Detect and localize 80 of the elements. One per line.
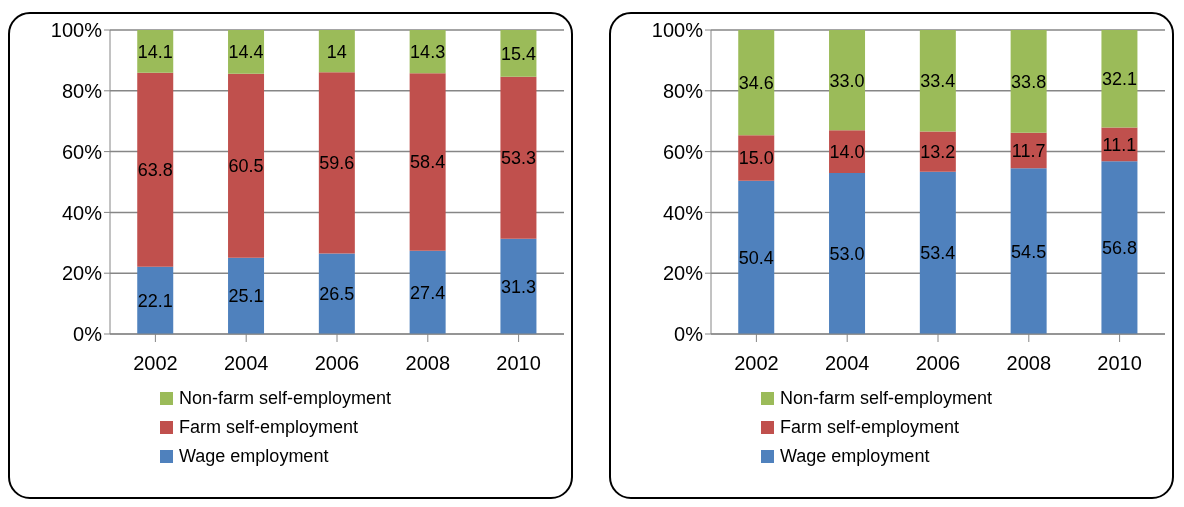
data-label: 34.6 <box>738 72 774 93</box>
data-label: 33.8 <box>1011 71 1047 92</box>
data-label: 63.8 <box>137 160 173 181</box>
data-label: 11.1 <box>1102 134 1137 155</box>
bar <box>919 30 956 132</box>
bar <box>318 72 355 254</box>
data-label: 53.0 <box>829 243 865 264</box>
x-tick-label: 2010 <box>1097 352 1142 375</box>
y-tick-label: 20% <box>662 262 704 285</box>
bar <box>228 73 265 258</box>
x-tick-label: 2006 <box>915 352 961 375</box>
y-tick-label: 80% <box>662 79 704 102</box>
data-label: 33.4 <box>920 71 956 92</box>
data-label: 14.4 <box>228 42 264 63</box>
data-label: 31.3 <box>500 276 536 297</box>
data-label: 11.7 <box>1011 140 1046 161</box>
legend-label: Farm self-employment <box>780 416 960 439</box>
y-tick-label: 80% <box>61 79 103 102</box>
bar <box>1010 168 1047 334</box>
bar <box>137 72 174 267</box>
data-label: 53.3 <box>500 148 536 169</box>
data-label: 14.0 <box>829 141 865 162</box>
data-label: 25.1 <box>228 286 264 307</box>
data-label: 53.4 <box>920 243 956 264</box>
bar <box>500 76 537 239</box>
data-label: 54.5 <box>1011 241 1047 262</box>
x-tick-label: 2002 <box>133 352 178 375</box>
data-label: 56.8 <box>1101 238 1137 259</box>
y-tick-label: 100% <box>50 19 103 42</box>
legend-label: Non-farm self-employment <box>179 387 392 410</box>
legend-label: Wage employment <box>179 445 329 468</box>
bar <box>409 73 446 251</box>
x-tick-label: 2008 <box>405 352 451 375</box>
x-tick-label: 2008 <box>1006 352 1052 375</box>
x-tick-label: 2002 <box>734 352 779 375</box>
data-label: 14 <box>326 41 347 62</box>
x-tick-label: 2006 <box>314 352 360 375</box>
y-tick-label: 40% <box>662 201 704 224</box>
bar <box>137 266 174 334</box>
y-tick-label: 100% <box>651 19 704 42</box>
bar <box>829 30 866 131</box>
data-label: 60.5 <box>228 156 264 177</box>
data-label: 58.4 <box>410 152 446 173</box>
legend-label: Non-farm self-employment <box>780 387 993 410</box>
y-tick-label: 60% <box>61 140 103 163</box>
bar <box>738 30 775 136</box>
bar <box>228 257 265 334</box>
bar <box>1101 161 1138 334</box>
x-tick-label: 2010 <box>496 352 541 375</box>
y-tick-label: 0% <box>674 323 704 346</box>
data-label: 15.4 <box>500 43 536 64</box>
y-tick-label: 40% <box>61 201 103 224</box>
bar <box>738 180 775 334</box>
bar <box>500 238 537 334</box>
y-tick-label: 20% <box>61 262 103 285</box>
bar <box>1010 30 1047 133</box>
y-tick-label: 0% <box>73 323 103 346</box>
bar <box>318 253 355 334</box>
data-label: 14.1 <box>137 41 173 62</box>
bar <box>1101 30 1138 128</box>
bar <box>829 172 866 334</box>
legend-label: Farm self-employment <box>179 416 359 439</box>
bar <box>409 250 446 334</box>
bar <box>919 171 956 334</box>
data-label: 50.4 <box>738 247 774 268</box>
data-label: 59.6 <box>319 153 355 174</box>
data-label: 32.1 <box>1101 69 1137 90</box>
data-label: 26.5 <box>319 284 355 305</box>
y-tick-label: 60% <box>662 140 704 163</box>
x-tick-label: 2004 <box>223 352 269 375</box>
data-label: 14.3 <box>410 41 446 62</box>
data-label: 33.0 <box>829 70 865 91</box>
bar <box>318 30 355 73</box>
data-label: 13.2 <box>920 141 956 162</box>
data-label: 15.0 <box>738 148 774 169</box>
legend-label: Wage employment <box>780 445 930 468</box>
data-label: 22.1 <box>137 290 173 311</box>
data-label: 27.4 <box>410 282 446 303</box>
x-tick-label: 2004 <box>824 352 870 375</box>
bar <box>137 30 174 73</box>
